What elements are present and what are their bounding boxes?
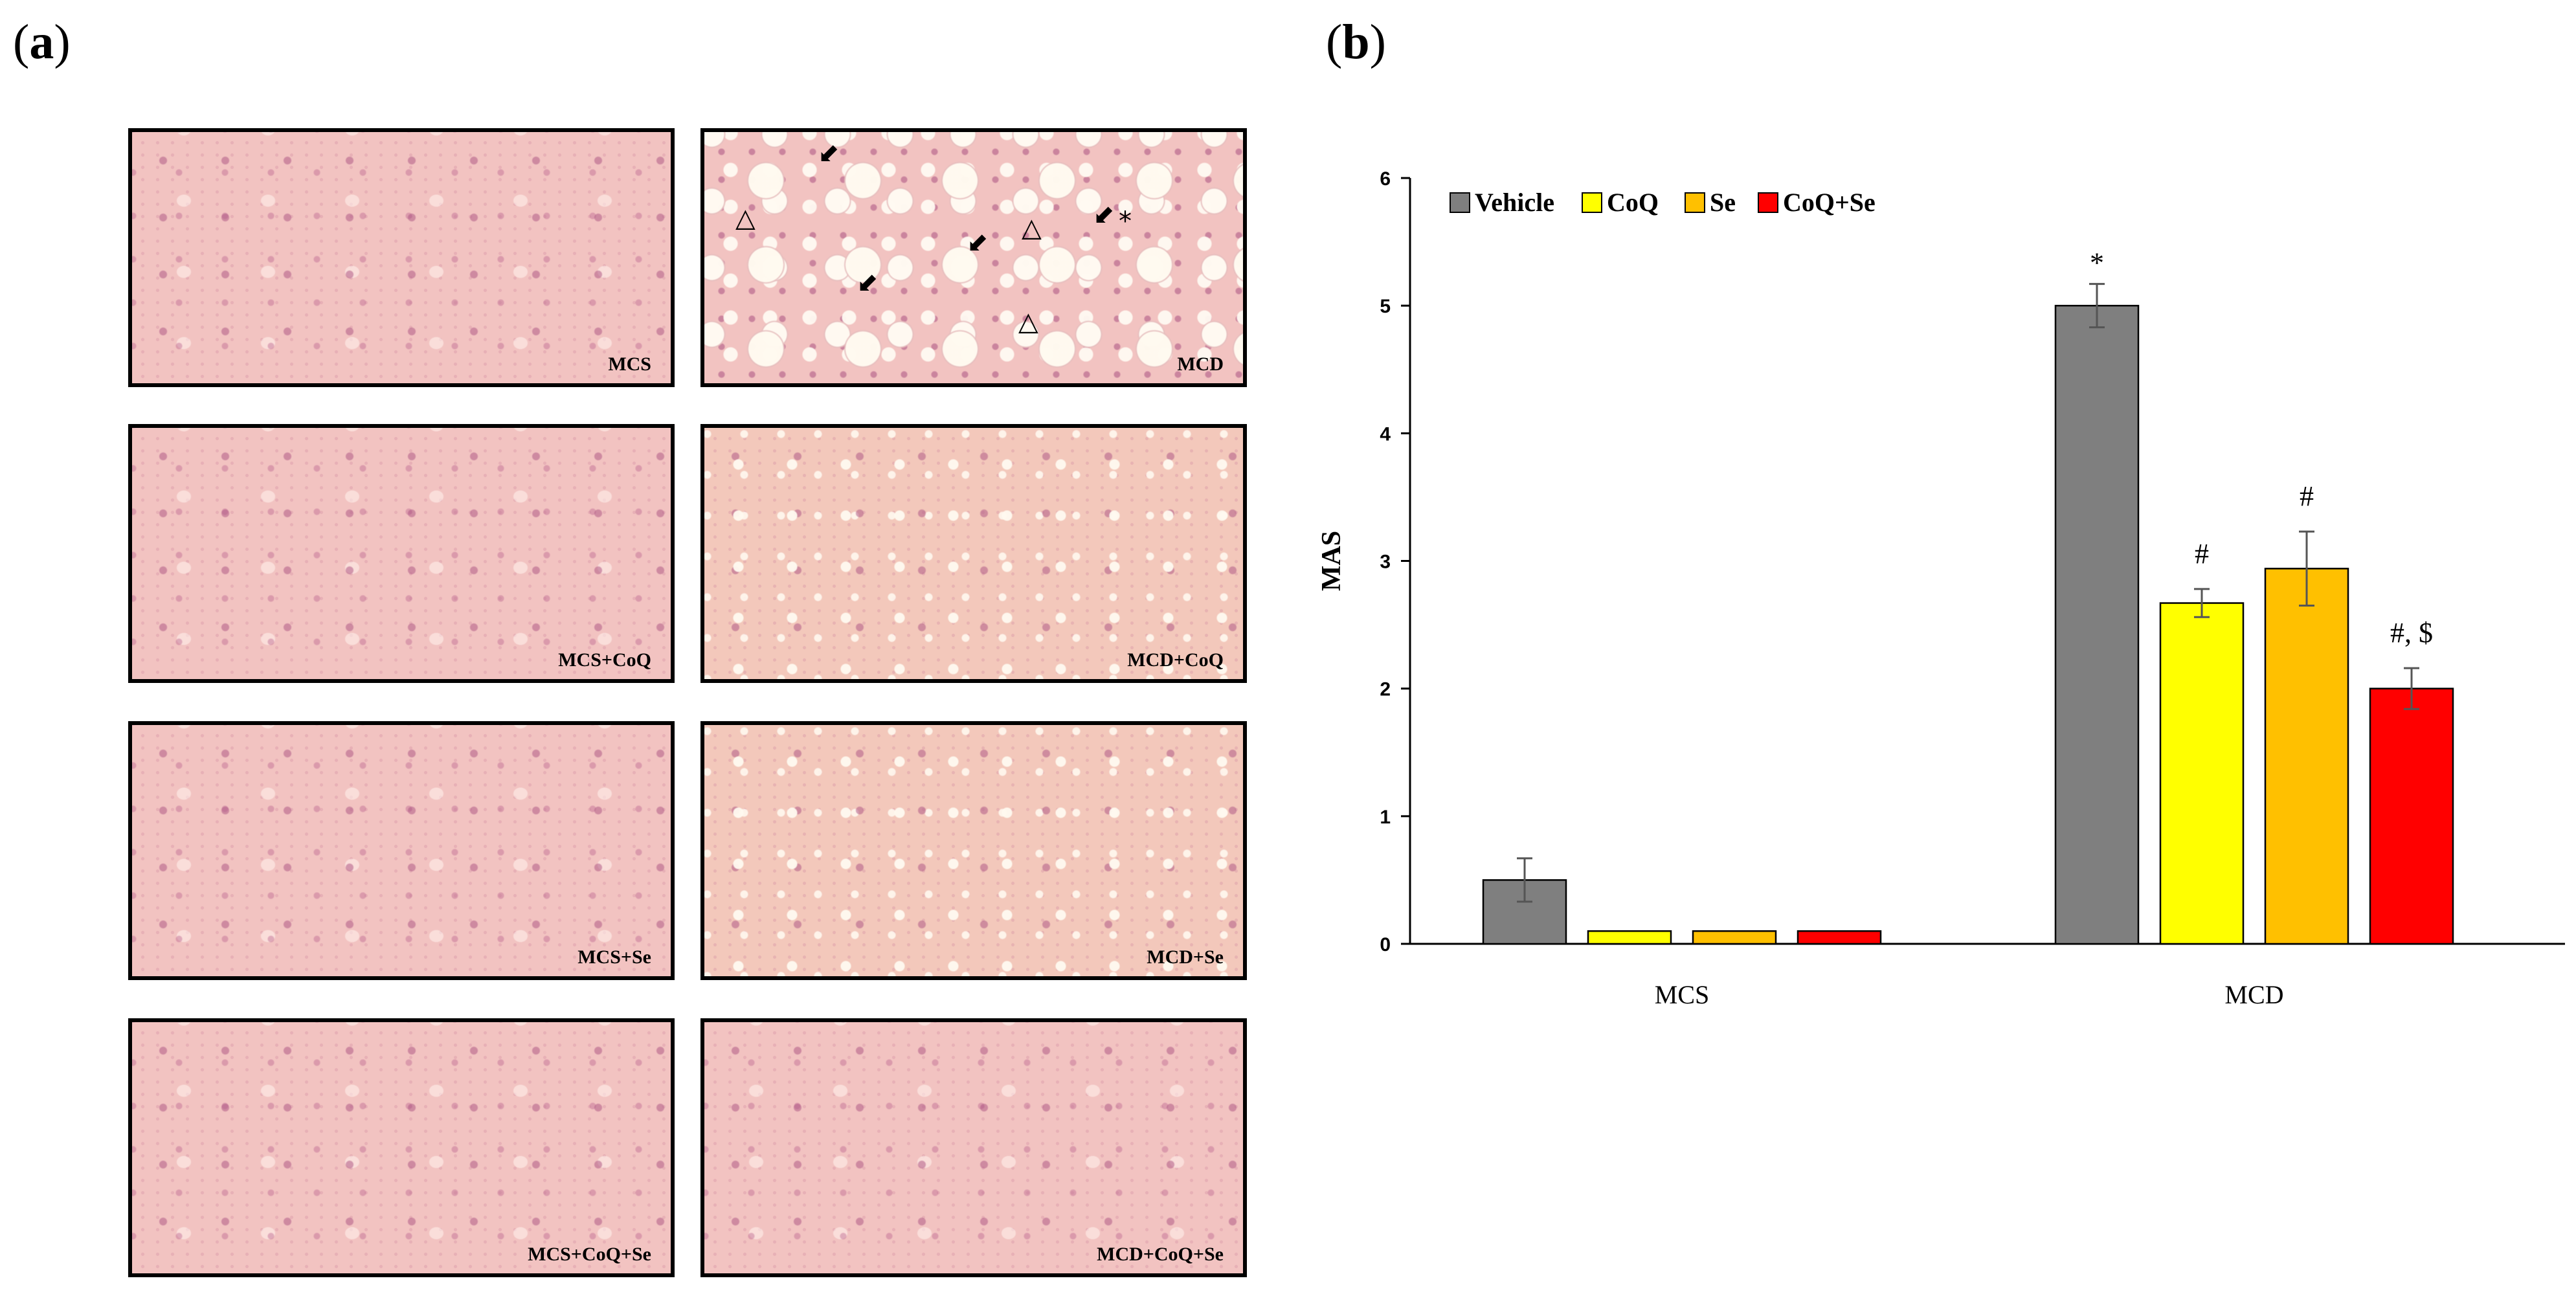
- histology-panel: MCD △ △ △ ⬋ ⬋ ⬋ ⬋ *: [700, 128, 1247, 387]
- histology-texture: [132, 1022, 671, 1273]
- significance-label: #: [2195, 538, 2209, 570]
- y-tick-label: 3: [1380, 552, 1391, 573]
- bar-se: [1692, 930, 1777, 945]
- histology-panel-label: MCD+CoQ: [1127, 649, 1224, 671]
- legend-label: Se: [1710, 188, 1736, 217]
- y-axis-label: MAS: [1317, 531, 1347, 591]
- bar-se: [2264, 568, 2349, 945]
- histology-texture: [704, 428, 1243, 679]
- legend-label: CoQ: [1607, 188, 1659, 217]
- panel-label-a: (a): [13, 15, 71, 69]
- arrow-marker: ⬋: [1093, 200, 1115, 230]
- legend-swatch: [1758, 192, 1778, 213]
- histology-panel-label: MCS: [608, 353, 651, 375]
- triangle-marker: △: [1018, 307, 1038, 337]
- histology-panel: MCD+Se: [700, 721, 1247, 980]
- x-category-label: MCS: [1655, 980, 1710, 1009]
- y-tick-label: 4: [1380, 423, 1391, 445]
- histology-panel-label: MCS+Se: [577, 946, 651, 968]
- histology-panel-label: MCS+CoQ: [558, 649, 651, 671]
- histology-texture: [704, 132, 1243, 383]
- legend-label: CoQ+Se: [1783, 188, 1876, 217]
- histology-panel: MCD+CoQ: [700, 424, 1247, 683]
- histology-panel-label: MCD+Se: [1147, 946, 1224, 968]
- histology-texture: [704, 725, 1243, 976]
- bar-coq: [1587, 930, 1672, 945]
- histology-panel: MCS+CoQ+Se: [128, 1018, 675, 1277]
- legend-swatch: [1450, 192, 1470, 213]
- histology-panel: MCD+CoQ+Se: [700, 1018, 1247, 1277]
- y-tick-label: 0: [1380, 934, 1391, 955]
- asterisk-marker: *: [1119, 207, 1132, 236]
- significance-label: #: [2300, 480, 2314, 512]
- histology-texture: [132, 725, 671, 976]
- y-tick-label: 1: [1380, 807, 1391, 828]
- histology-panel-label: MCD+CoQ+Se: [1097, 1244, 1224, 1265]
- triangle-marker: △: [1022, 213, 1042, 243]
- arrow-marker: ⬋: [967, 228, 989, 258]
- y-tick-label: 2: [1380, 679, 1391, 700]
- arrow-marker: ⬋: [857, 268, 879, 298]
- histology-panel: MCS+CoQ: [128, 424, 675, 683]
- bar-coq-se: [1797, 930, 1882, 945]
- significance-label: #, $: [2390, 617, 2433, 649]
- legend-label: Vehicle: [1475, 188, 1554, 217]
- y-tick-label: 5: [1380, 296, 1391, 317]
- legend-swatch: [1582, 192, 1602, 213]
- x-category-label: MCD: [2224, 980, 2283, 1009]
- histology-panel: MCS: [128, 128, 675, 387]
- histology-panel-label: MCD: [1177, 353, 1224, 375]
- significance-label: *: [2090, 247, 2104, 279]
- arrow-marker: ⬋: [818, 139, 840, 168]
- panel-label-b: (b): [1326, 15, 1386, 69]
- histology-texture: [132, 428, 671, 679]
- histology-texture: [704, 1022, 1243, 1273]
- bar-vehicle: [2054, 304, 2140, 945]
- histology-panel-label: MCS+CoQ+Se: [528, 1244, 651, 1265]
- legend-swatch: [1685, 192, 1705, 213]
- triangle-marker: △: [735, 203, 756, 233]
- histology-texture: [132, 132, 671, 383]
- histology-panel: MCS+Se: [128, 721, 675, 980]
- y-tick-label: 6: [1380, 168, 1391, 190]
- bar-coq: [2159, 602, 2245, 945]
- bar-coq-se: [2369, 687, 2454, 945]
